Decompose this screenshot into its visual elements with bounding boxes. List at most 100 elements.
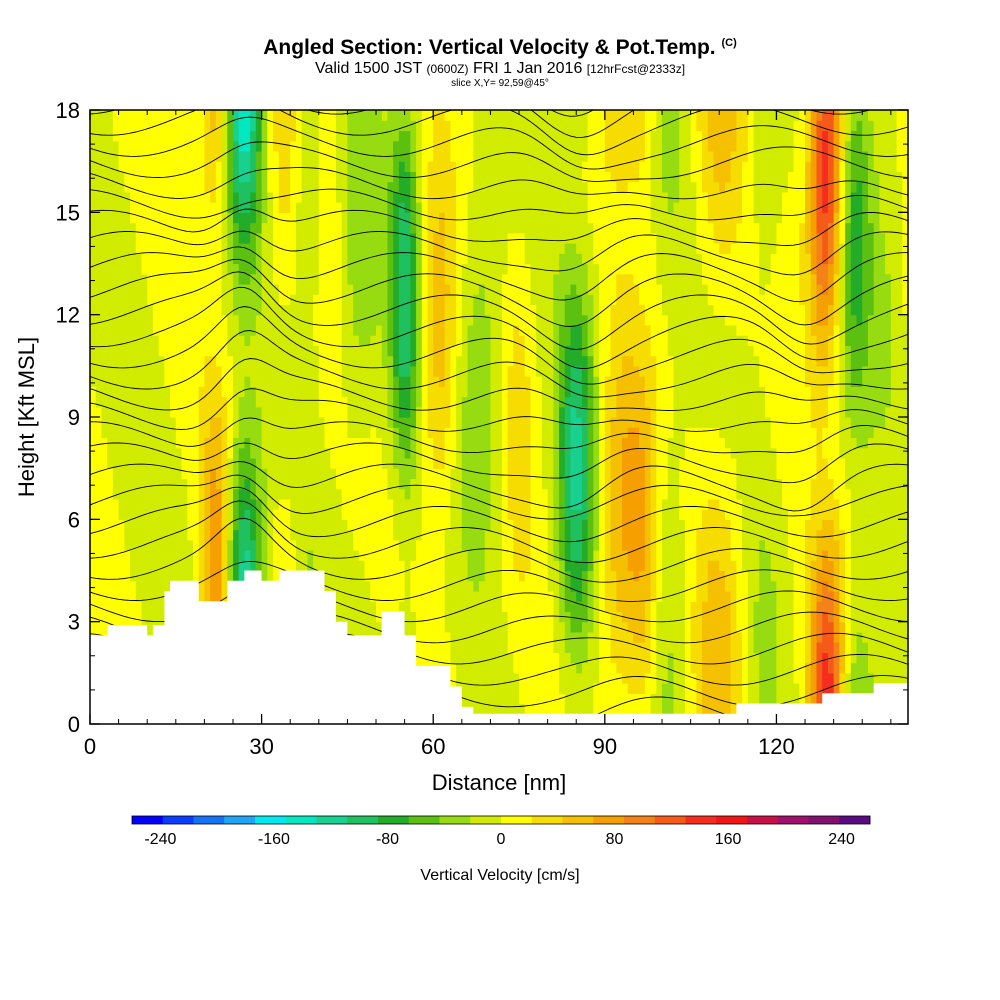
field-cell xyxy=(553,171,560,183)
field-cell xyxy=(393,417,400,428)
field-cell xyxy=(524,601,532,613)
field-cell xyxy=(427,130,434,142)
field-cell xyxy=(358,590,366,602)
field-cell xyxy=(141,304,148,316)
field-cell xyxy=(353,478,360,490)
field-cell xyxy=(295,478,303,490)
field-cell xyxy=(519,130,526,142)
field-cell xyxy=(358,202,366,213)
field-cell xyxy=(421,130,429,142)
field-cell xyxy=(147,468,154,479)
field-cell xyxy=(273,427,280,439)
field-cell xyxy=(238,120,246,132)
field-cell xyxy=(467,498,474,510)
field-cell xyxy=(393,304,400,316)
field-cell xyxy=(158,171,165,183)
field-cell xyxy=(370,519,377,531)
field-cell xyxy=(290,519,297,531)
field-cell xyxy=(559,304,566,316)
field-cell xyxy=(376,457,383,469)
field-cell xyxy=(118,202,125,213)
field-cell xyxy=(433,529,440,541)
field-cell xyxy=(273,120,280,132)
field-cell xyxy=(284,191,291,203)
field-cell xyxy=(198,120,206,132)
field-cell xyxy=(478,140,486,152)
field-cell xyxy=(381,365,389,377)
field-cell xyxy=(358,355,366,367)
field-cell xyxy=(541,447,549,459)
field-cell xyxy=(290,355,297,367)
field-cell xyxy=(221,283,228,295)
field-cell xyxy=(433,457,440,469)
field-cell xyxy=(250,365,257,377)
field-cell xyxy=(530,427,537,439)
field-cell xyxy=(478,171,486,183)
field-cell xyxy=(210,222,217,234)
field-cell xyxy=(221,427,228,439)
field-cell xyxy=(353,519,360,531)
field-cell xyxy=(370,345,377,357)
field-cell xyxy=(387,283,394,295)
field-cell xyxy=(90,539,97,551)
field-cell xyxy=(427,232,434,244)
field-cell xyxy=(433,590,440,602)
field-cell xyxy=(547,396,554,408)
field-cell xyxy=(255,130,263,142)
field-cell xyxy=(284,294,291,306)
field-cell xyxy=(541,611,549,623)
field-cell xyxy=(130,478,137,490)
field-cell xyxy=(324,222,331,234)
field-cell xyxy=(238,253,246,265)
field-cell xyxy=(381,376,389,387)
field-cell xyxy=(484,161,492,172)
field-cell xyxy=(192,263,200,275)
field-cell xyxy=(347,253,354,265)
field-cell xyxy=(478,478,486,490)
field-cell xyxy=(461,652,469,664)
field-cell xyxy=(519,191,526,203)
field-cell xyxy=(187,376,194,387)
field-cell xyxy=(313,417,320,428)
field-cell xyxy=(210,580,217,592)
field-cell xyxy=(421,212,429,224)
field-cell xyxy=(152,150,160,162)
field-cell xyxy=(198,560,206,572)
field-cell xyxy=(393,468,400,479)
field-cell xyxy=(513,427,520,439)
field-cell xyxy=(490,150,497,162)
field-cell xyxy=(456,662,463,674)
field-cell xyxy=(244,447,251,459)
field-cell xyxy=(244,161,251,172)
field-cell xyxy=(324,283,331,295)
field-cell xyxy=(330,191,337,203)
field-cell xyxy=(118,570,125,582)
field-cell xyxy=(233,314,240,326)
field-cell xyxy=(353,427,360,439)
field-cell xyxy=(473,222,480,234)
field-cell xyxy=(198,570,206,582)
field-cell xyxy=(130,130,137,142)
field-cell xyxy=(158,519,165,531)
field-cell xyxy=(364,406,371,418)
field-cell xyxy=(536,386,543,398)
field-cell xyxy=(227,263,234,275)
field-cell xyxy=(107,130,114,142)
field-cell xyxy=(456,150,463,162)
field-cell xyxy=(541,529,549,541)
field-cell xyxy=(541,550,549,561)
field-cell xyxy=(444,519,451,531)
field-cell xyxy=(158,263,165,275)
field-cell xyxy=(118,488,125,500)
field-cell xyxy=(118,611,125,623)
field-cell xyxy=(170,447,177,459)
field-cell xyxy=(204,243,211,254)
field-cell xyxy=(255,468,263,479)
field-cell xyxy=(250,335,257,346)
field-cell xyxy=(547,447,554,459)
field-cell xyxy=(135,140,143,152)
field-cell xyxy=(553,662,560,674)
field-cell xyxy=(478,386,486,398)
field-cell xyxy=(513,232,520,244)
field-cell xyxy=(456,519,463,531)
